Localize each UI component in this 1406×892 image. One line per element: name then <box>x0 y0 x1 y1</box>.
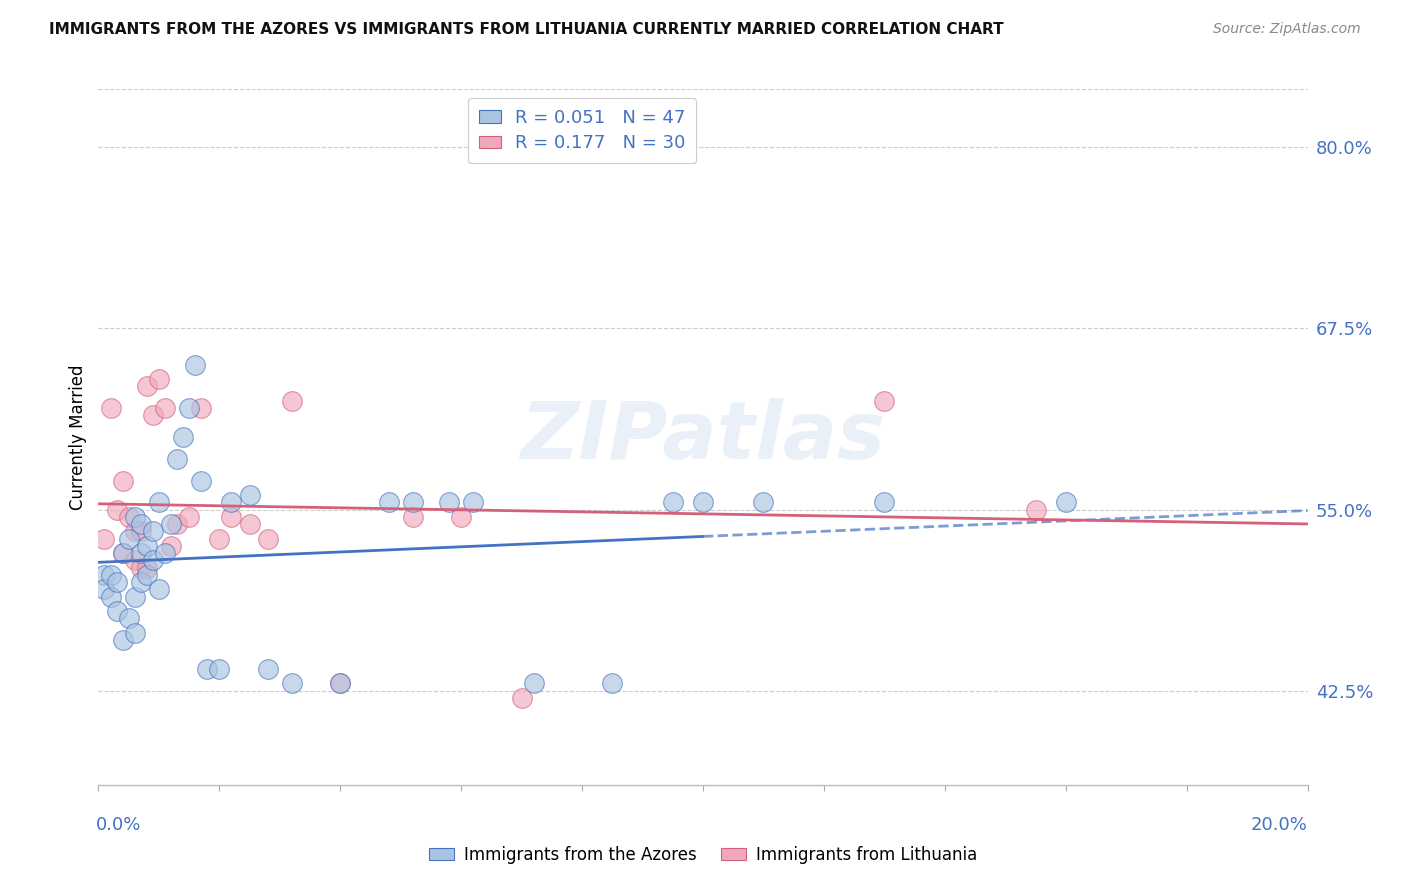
Point <box>135 567 157 582</box>
Point <box>661 495 683 509</box>
Point <box>692 495 714 509</box>
Point <box>172 430 194 444</box>
Point <box>124 590 146 604</box>
Text: 0.0%: 0.0% <box>96 816 141 834</box>
Text: 20.0%: 20.0% <box>1251 816 1308 834</box>
Point <box>142 553 165 567</box>
Point <box>166 516 188 531</box>
Point <box>195 662 218 676</box>
Point <box>329 676 352 690</box>
Point <box>179 509 201 524</box>
Point <box>135 379 157 393</box>
Point <box>105 604 128 618</box>
Point <box>221 509 243 524</box>
Text: IMMIGRANTS FROM THE AZORES VS IMMIGRANTS FROM LITHUANIA CURRENTLY MARRIED CORREL: IMMIGRANTS FROM THE AZORES VS IMMIGRANTS… <box>49 22 1004 37</box>
Point <box>190 474 212 488</box>
Y-axis label: Currently Married: Currently Married <box>69 364 87 510</box>
Point <box>281 676 304 690</box>
Point <box>148 495 170 509</box>
Point <box>873 495 896 509</box>
Point <box>124 524 146 539</box>
Point <box>437 495 460 509</box>
Point <box>256 662 278 676</box>
Point <box>184 358 207 372</box>
Point <box>166 451 188 466</box>
Point <box>873 393 896 408</box>
Point <box>160 539 183 553</box>
Point <box>100 590 122 604</box>
Point <box>153 401 176 415</box>
Point <box>105 574 128 589</box>
Point <box>111 633 134 648</box>
Point <box>129 516 152 531</box>
Point <box>105 502 128 516</box>
Point <box>239 488 262 502</box>
Point <box>329 676 352 690</box>
Point <box>377 495 399 509</box>
Point <box>118 611 141 625</box>
Point <box>402 495 425 509</box>
Text: ZIPatlas: ZIPatlas <box>520 398 886 476</box>
Point <box>118 509 141 524</box>
Point <box>510 690 533 705</box>
Point <box>190 401 212 415</box>
Legend: Immigrants from the Azores, Immigrants from Lithuania: Immigrants from the Azores, Immigrants f… <box>422 839 984 871</box>
Point <box>124 509 146 524</box>
Point <box>208 532 231 546</box>
Point <box>148 372 170 386</box>
Point <box>111 474 134 488</box>
Legend: R = 0.051   N = 47, R = 0.177   N = 30: R = 0.051 N = 47, R = 0.177 N = 30 <box>468 98 696 163</box>
Point <box>463 495 485 509</box>
Point <box>129 524 152 539</box>
Point <box>118 532 141 546</box>
Point <box>221 495 243 509</box>
Point <box>153 546 176 560</box>
Point <box>124 553 146 567</box>
Point <box>142 409 165 423</box>
Point <box>93 582 115 597</box>
Point <box>523 676 546 690</box>
Point <box>402 509 425 524</box>
Point <box>179 401 201 415</box>
Point <box>281 393 304 408</box>
Point <box>129 560 152 574</box>
Point <box>752 495 775 509</box>
Point <box>239 516 262 531</box>
Point <box>129 574 152 589</box>
Point <box>100 401 122 415</box>
Point <box>129 546 152 560</box>
Point <box>100 567 122 582</box>
Point <box>602 676 624 690</box>
Point <box>142 524 165 539</box>
Point <box>135 560 157 574</box>
Point <box>148 582 170 597</box>
Point <box>93 567 115 582</box>
Point <box>160 516 183 531</box>
Point <box>124 625 146 640</box>
Point <box>208 662 231 676</box>
Point <box>1024 502 1046 516</box>
Point <box>450 509 472 524</box>
Point <box>1054 495 1077 509</box>
Point <box>135 539 157 553</box>
Point <box>93 532 115 546</box>
Text: Source: ZipAtlas.com: Source: ZipAtlas.com <box>1213 22 1361 37</box>
Point <box>256 532 278 546</box>
Point <box>111 546 134 560</box>
Point <box>111 546 134 560</box>
